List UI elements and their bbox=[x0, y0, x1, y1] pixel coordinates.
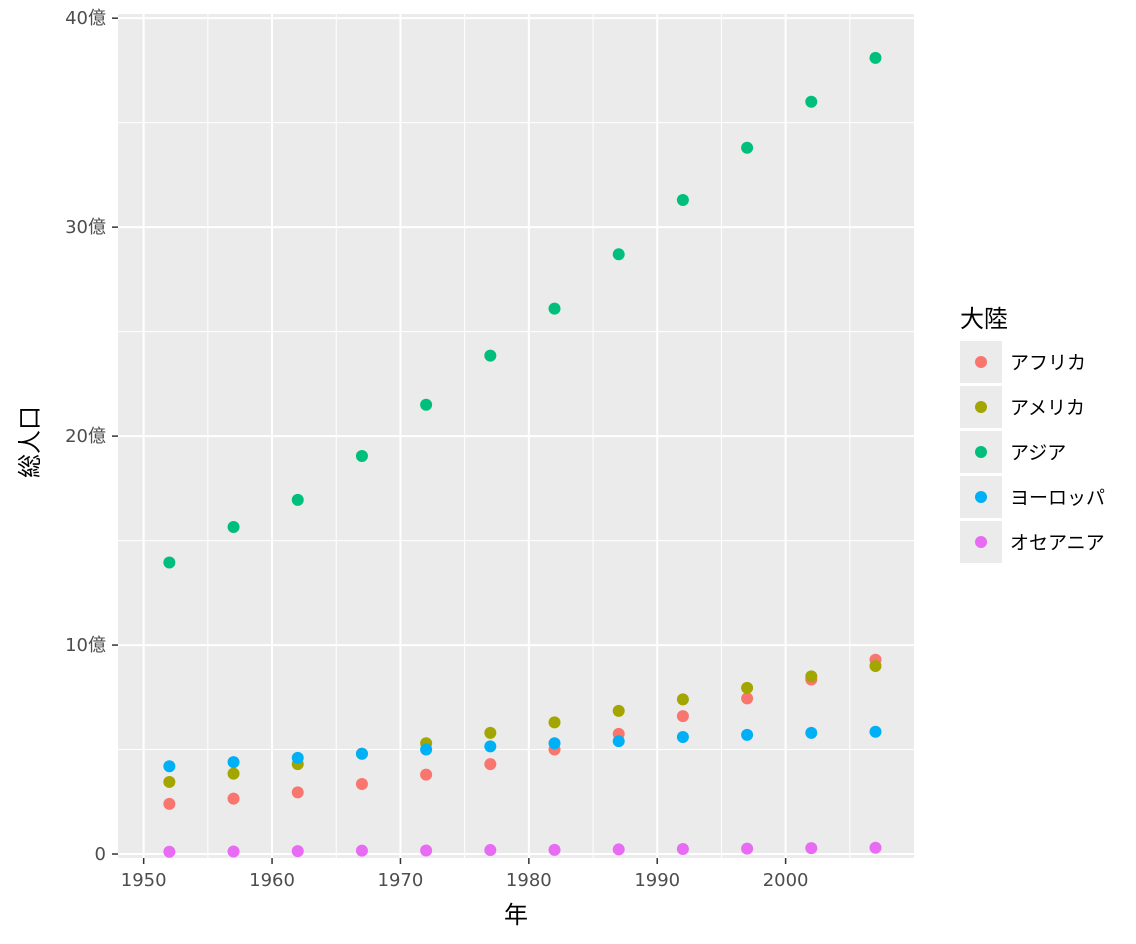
data-point bbox=[676, 710, 689, 723]
legend-title: 大陸 bbox=[960, 305, 1008, 333]
data-point bbox=[355, 747, 368, 760]
data-point bbox=[548, 737, 561, 750]
data-point bbox=[420, 743, 433, 756]
data-point bbox=[163, 845, 176, 858]
y-tick-label: 30億 bbox=[65, 217, 106, 238]
data-point bbox=[869, 51, 882, 64]
data-point bbox=[484, 844, 497, 857]
x-axis-title: 年 bbox=[504, 901, 528, 929]
data-point bbox=[805, 726, 818, 739]
data-point bbox=[355, 778, 368, 791]
data-point bbox=[612, 248, 625, 261]
x-tick-label: 2000 bbox=[763, 870, 809, 891]
series-points bbox=[163, 841, 882, 858]
data-point bbox=[355, 449, 368, 462]
data-point bbox=[484, 349, 497, 362]
data-point bbox=[291, 845, 304, 858]
data-point bbox=[869, 725, 882, 738]
major-gridlines bbox=[118, 14, 914, 858]
y-axis-title: 総人口 bbox=[16, 406, 44, 478]
data-point bbox=[291, 751, 304, 764]
data-point bbox=[227, 767, 240, 780]
x-tick-label: 1980 bbox=[506, 870, 552, 891]
data-point bbox=[227, 521, 240, 534]
data-point bbox=[227, 792, 240, 805]
y-axis: 0 10億 20億 30億 40億 bbox=[65, 8, 118, 865]
data-point bbox=[227, 845, 240, 858]
legend-key-point bbox=[975, 401, 987, 413]
legend-key-point bbox=[975, 536, 987, 548]
legend-key-point bbox=[975, 356, 987, 368]
data-point bbox=[163, 760, 176, 773]
data-point bbox=[420, 844, 433, 857]
data-point bbox=[420, 768, 433, 781]
data-point bbox=[420, 398, 433, 411]
data-point bbox=[805, 670, 818, 683]
data-point bbox=[163, 556, 176, 569]
data-point bbox=[805, 842, 818, 855]
legend-key-point bbox=[975, 491, 987, 503]
legend-label: オセアニア bbox=[1010, 532, 1105, 554]
data-point bbox=[291, 493, 304, 506]
data-points bbox=[163, 51, 882, 858]
data-point bbox=[741, 728, 754, 741]
y-tick-label: 20億 bbox=[65, 426, 106, 447]
data-point bbox=[741, 842, 754, 855]
data-point bbox=[163, 775, 176, 788]
data-point bbox=[484, 726, 497, 739]
y-tick-label: 10億 bbox=[65, 635, 106, 656]
data-point bbox=[869, 841, 882, 854]
legend-label: アジア bbox=[1010, 442, 1066, 464]
data-point bbox=[805, 95, 818, 108]
y-tick-label: 40億 bbox=[65, 8, 106, 29]
y-tick-label: 0 bbox=[95, 844, 106, 865]
series-points bbox=[163, 51, 882, 569]
series-points bbox=[163, 725, 882, 773]
legend-label: アメリカ bbox=[1010, 397, 1085, 419]
x-axis: 1950 1960 1970 1980 1990 2000 bbox=[121, 858, 809, 891]
legend-label: アフリカ bbox=[1010, 352, 1086, 374]
data-point bbox=[484, 758, 497, 771]
x-tick-label: 1970 bbox=[378, 870, 424, 891]
legend-label: ヨーロッパ bbox=[1010, 487, 1105, 509]
data-point bbox=[548, 716, 561, 729]
data-point bbox=[612, 735, 625, 748]
x-tick-label: 1960 bbox=[249, 870, 295, 891]
data-point bbox=[676, 693, 689, 706]
legend-key-point bbox=[975, 446, 987, 458]
data-point bbox=[612, 843, 625, 856]
data-point bbox=[741, 681, 754, 694]
data-point bbox=[163, 797, 176, 810]
data-point bbox=[484, 740, 497, 753]
data-point bbox=[741, 141, 754, 154]
data-point bbox=[676, 731, 689, 744]
data-point bbox=[676, 843, 689, 856]
data-point bbox=[612, 704, 625, 717]
data-point bbox=[355, 844, 368, 857]
data-point bbox=[291, 786, 304, 799]
x-tick-label: 1990 bbox=[634, 870, 680, 891]
data-point bbox=[227, 756, 240, 769]
data-point bbox=[548, 843, 561, 856]
data-point bbox=[741, 692, 754, 705]
data-point bbox=[869, 659, 882, 672]
data-point bbox=[548, 302, 561, 315]
data-point bbox=[676, 193, 689, 206]
x-tick-label: 1950 bbox=[121, 870, 167, 891]
